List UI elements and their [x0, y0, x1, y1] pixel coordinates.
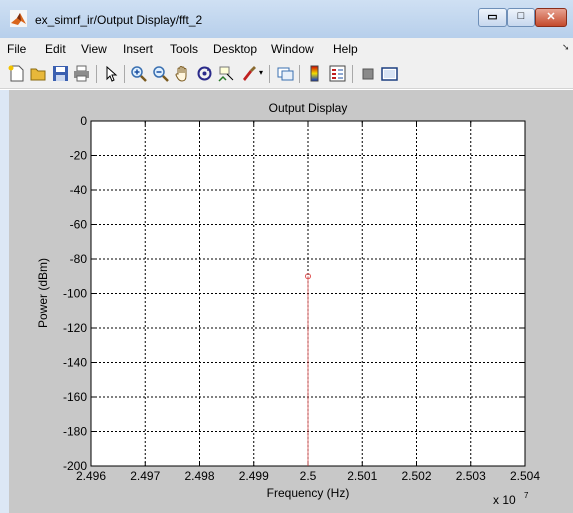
y-tick-label: -200: [63, 459, 87, 473]
minimize-icon: ▭: [487, 11, 498, 23]
y-tick-label: 0: [80, 114, 87, 128]
data-point-marker[interactable]: [305, 273, 311, 280]
y-tick-label: -120: [63, 321, 87, 335]
menu-desktop[interactable]: Desktop: [213, 42, 258, 56]
maximize-button[interactable]: □: [507, 8, 535, 27]
toolbar-separator: [352, 65, 353, 83]
menu-help[interactable]: Help: [333, 42, 358, 56]
output-display-chart: 2.496 2.497 2.498 2.499 2.5 2.501 2.502 2.503 2.…: [36, 101, 540, 507]
x-tick-label: 2.498: [184, 469, 214, 483]
menu-file[interactable]: File: [7, 42, 27, 56]
save-icon[interactable]: [52, 65, 69, 82]
menu-tools[interactable]: Tools: [170, 42, 199, 56]
open-file-icon[interactable]: [30, 65, 47, 82]
legend-icon[interactable]: [329, 65, 346, 82]
figure-toolbar: ▾: [0, 59, 573, 89]
x-tick-label: 2.496: [76, 469, 106, 483]
y-axis-label: Power (dBm): [36, 258, 50, 328]
y-tick-label: -60: [70, 218, 88, 232]
x-tick-label: 2.501: [347, 469, 377, 483]
brush-dropdown-icon[interactable]: ▾: [259, 68, 264, 77]
x-axis-exponent: 7: [524, 491, 529, 500]
y-tick-label: -80: [70, 252, 88, 266]
close-button[interactable]: ✕: [535, 8, 567, 27]
chart-title: Output Display: [269, 101, 348, 115]
menu-window[interactable]: Window: [271, 42, 314, 56]
menu-insert[interactable]: Insert: [123, 42, 154, 56]
data-series: [305, 273, 311, 466]
y-tick-label: -20: [70, 149, 88, 163]
toolbar-separator: [96, 65, 97, 83]
x-tick-label: 2.5: [300, 469, 317, 483]
matlab-logo-icon: [10, 10, 27, 27]
menu-edit[interactable]: Edit: [45, 42, 66, 56]
window-title: ex_simrf_ir/Output Display/fft_2: [35, 13, 203, 27]
toolbar-separator: [299, 65, 300, 83]
link-plot-icon[interactable]: [277, 65, 294, 82]
y-tick-label: -180: [63, 425, 87, 439]
y-tick-label: -40: [70, 183, 88, 197]
x-axis-label: Frequency (Hz): [267, 486, 350, 500]
figure-area: 2.496 2.497 2.498 2.499 2.5 2.501 2.502 2.503 2.…: [9, 90, 573, 513]
print-icon[interactable]: [73, 65, 90, 82]
toolbar-separator: [124, 65, 125, 83]
x-tick-label: 2.503: [456, 469, 486, 483]
y-tick-label: -100: [63, 287, 87, 301]
title-bar[interactable]: ex_simrf_ir/Output Display/fft_2 ▭ □ ✕: [0, 0, 573, 38]
window-frame: [0, 90, 9, 513]
x-tick-label: 2.499: [239, 469, 269, 483]
toolbar-separator: [269, 65, 270, 83]
x-axis-exponent-label: x 10: [493, 493, 516, 507]
hide-plot-tools-icon[interactable]: [359, 65, 376, 82]
maximize-icon: □: [517, 10, 525, 22]
zoom-out-icon[interactable]: [152, 65, 169, 82]
menu-bar: File Edit View Insert Tools Desktop Wind…: [0, 38, 573, 59]
menu-view[interactable]: View: [81, 42, 107, 56]
axis-ticks: 2.496 2.497 2.498 2.499 2.5 2.501 2.502 2.503 2.…: [63, 114, 540, 483]
data-cursor-icon[interactable]: [218, 65, 235, 82]
minimize-button[interactable]: ▭: [478, 8, 507, 27]
grid-lines: [91, 121, 525, 466]
colorbar-icon[interactable]: [306, 65, 323, 82]
close-icon: ✕: [546, 11, 556, 23]
new-figure-icon[interactable]: [8, 65, 25, 82]
select-arrow-icon[interactable]: [102, 65, 119, 82]
x-tick-label: 2.504: [510, 469, 540, 483]
rotate-3d-icon[interactable]: [196, 65, 213, 82]
zoom-in-icon[interactable]: [130, 65, 147, 82]
x-tick-label: 2.497: [130, 469, 160, 483]
x-tick-label: 2.502: [401, 469, 431, 483]
show-plot-tools-icon[interactable]: [381, 65, 398, 82]
menu-overflow-icon[interactable]: ➘: [562, 42, 570, 52]
y-tick-label: -160: [63, 390, 87, 404]
brush-icon[interactable]: [240, 65, 257, 82]
pan-hand-icon[interactable]: [174, 65, 191, 82]
y-tick-label: -140: [63, 356, 87, 370]
